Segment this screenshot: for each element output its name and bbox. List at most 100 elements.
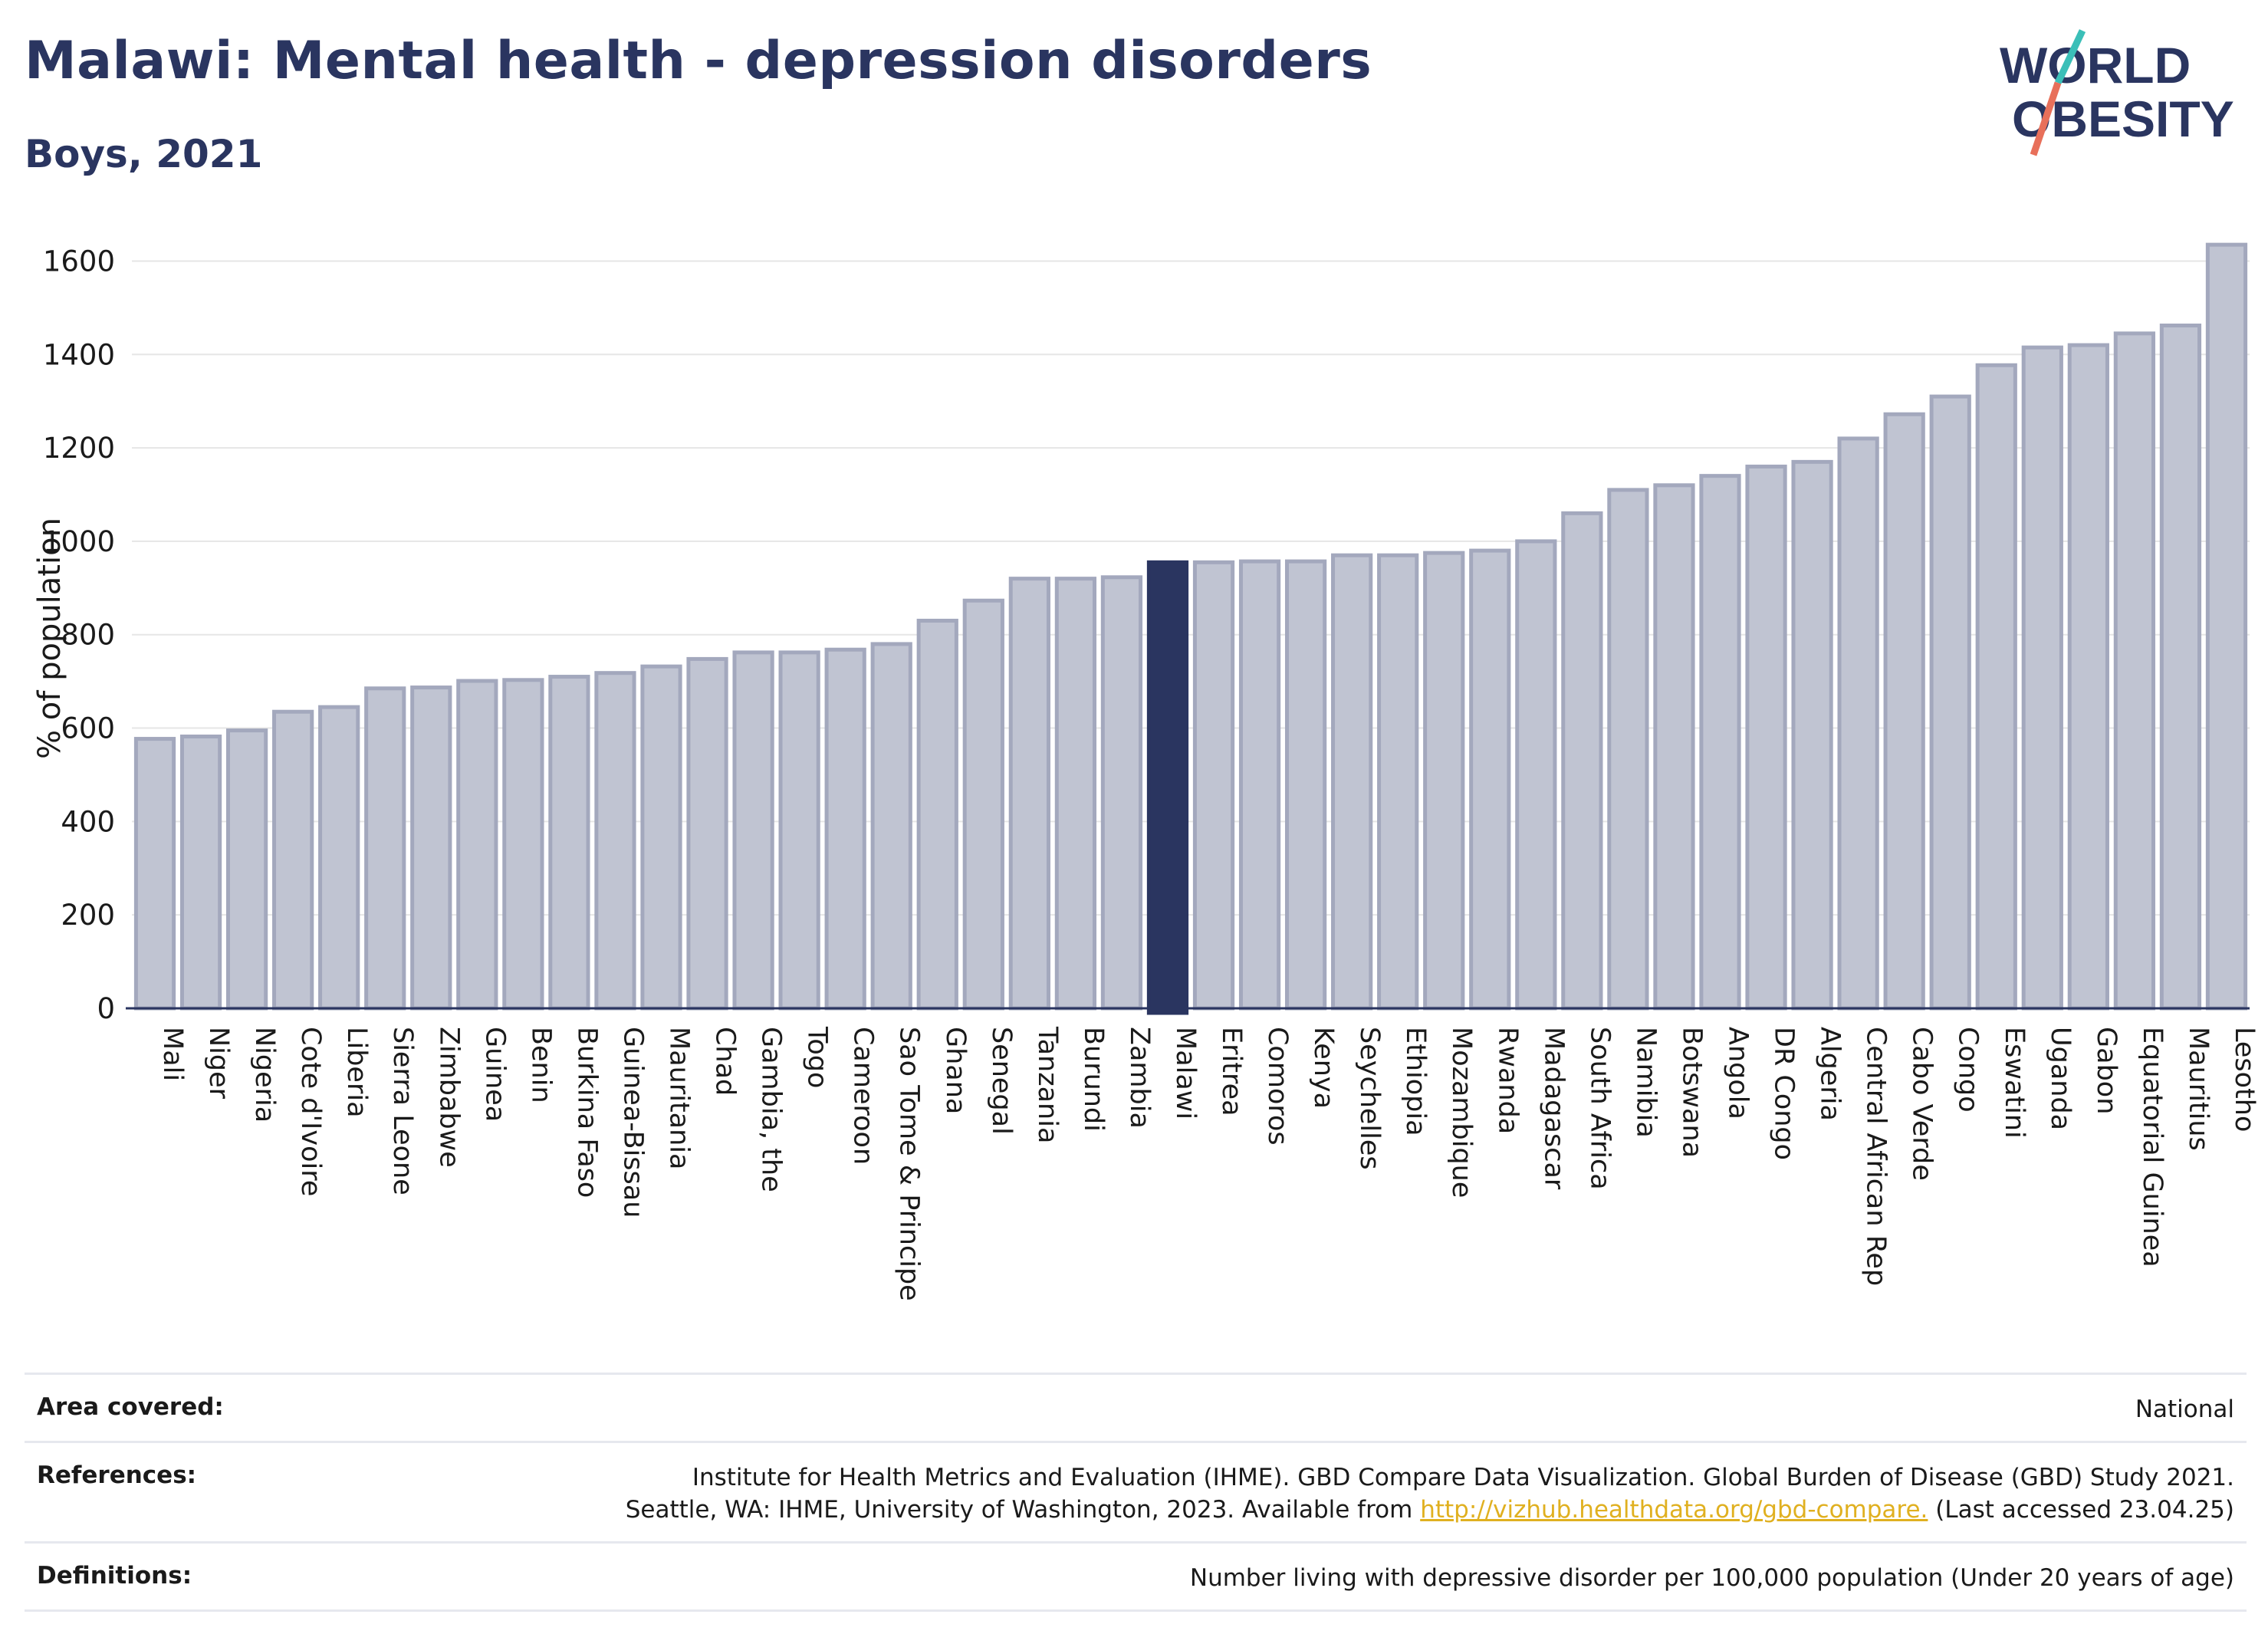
x-tick-label: Rwanda: [1492, 1027, 1523, 1134]
y-tick-label: 1600: [43, 245, 115, 278]
area-covered-value: National: [2135, 1396, 2234, 1423]
bar-guinea-bissau: [594, 671, 636, 1011]
x-tick-label: Algeria: [1815, 1027, 1846, 1121]
bar-mauritania: [640, 664, 682, 1011]
bar-senegal: [962, 598, 1004, 1011]
bar-dr-congo: [1745, 464, 1787, 1011]
bar-seychelles: [1331, 553, 1373, 1011]
x-tick-label: Togo: [802, 1026, 833, 1088]
x-tick-label: Madagascar: [1538, 1027, 1569, 1190]
world-obesity-logo: WORLD OBESITY: [2000, 29, 2234, 156]
references-value: Institute for Health Metrics and Evaluat…: [626, 1461, 2234, 1526]
x-tick-label: Namibia: [1630, 1027, 1661, 1138]
bar-ghana: [916, 618, 958, 1011]
bar-lesotho: [2205, 242, 2248, 1011]
x-tick-label: Burkina Faso: [571, 1027, 602, 1198]
bar-sierra-leone: [364, 686, 406, 1011]
bar-congo: [1929, 394, 1971, 1011]
page-subtitle: Boys, 2021: [25, 132, 263, 176]
bar-niger: [179, 735, 222, 1011]
bar-chart: 0 200 400 600 800 1000 1200 1400 1600 Mali Niger N…: [32, 242, 2260, 1301]
bar-mauritius: [2159, 324, 2202, 1011]
y-tick-label: 600: [61, 712, 115, 745]
x-tick-label: Gabon: [2091, 1027, 2122, 1114]
bar-rwanda: [1469, 548, 1511, 1011]
x-tick-label: Guinea-Bissau: [617, 1027, 648, 1218]
x-tick-label: Uganda: [2045, 1027, 2076, 1130]
x-tick-label: Mauritius: [2183, 1027, 2214, 1151]
y-axis-label: % of population: [32, 518, 67, 759]
x-tick-label: Malawi: [1170, 1027, 1201, 1119]
references-line-1: Institute for Health Metrics and Evaluat…: [692, 1464, 2234, 1491]
bar-uganda: [2021, 345, 2063, 1011]
x-tick-label: South Africa: [1584, 1027, 1615, 1190]
x-tick-label: Congo: [1953, 1027, 1984, 1113]
bar-algeria: [1791, 459, 1833, 1011]
page-title: Malawi: Mental health - depression disor…: [25, 31, 1372, 91]
bar-eritrea: [1192, 560, 1235, 1011]
bar-eswatini: [1975, 363, 2017, 1011]
x-tick-label: Comoros: [1262, 1027, 1293, 1146]
area-covered-row: Area covered: National: [25, 1373, 2247, 1441]
x-tick-label: Chad: [710, 1027, 741, 1096]
x-tick-label: Nigeria: [249, 1027, 280, 1123]
x-tick-label: DR Congo: [1769, 1027, 1800, 1160]
bar-sao-tome-principe: [870, 642, 912, 1011]
y-axis-ticks: 0 200 400 600 800 1000 1200 1400 1600: [43, 245, 115, 1025]
bar-namibia: [1607, 488, 1649, 1011]
x-tick-label: Niger: [203, 1027, 234, 1100]
references-line-2-pre: Seattle, WA: IHME, University of Washing…: [625, 1496, 1421, 1524]
bar-zimbabwe: [410, 685, 452, 1011]
x-tick-label: Sierra Leone: [387, 1027, 418, 1195]
bar-madagascar: [1515, 539, 1557, 1011]
logo-word-world: WORLD: [2000, 37, 2191, 94]
x-tick-label: Sao Tome & Principe: [894, 1027, 925, 1301]
references-row: References: Institute for Health Metrics…: [25, 1441, 2247, 1541]
x-tick-label: Seychelles: [1354, 1027, 1385, 1170]
x-tick-label: Burundi: [1078, 1027, 1109, 1132]
bar-mozambique: [1423, 551, 1465, 1011]
x-tick-label: Liberia: [341, 1027, 372, 1118]
y-tick-label: 1200: [43, 432, 115, 465]
y-tick-label: 400: [61, 805, 115, 838]
bars: [133, 242, 2248, 1015]
x-tick-label: Mauritania: [664, 1027, 695, 1169]
area-covered-label: Area covered:: [37, 1393, 224, 1421]
bar-cabo-verde: [1883, 412, 1925, 1011]
x-tick-label: Mozambique: [1446, 1027, 1477, 1198]
x-tick-label: Cote d'Ivoire: [295, 1027, 326, 1196]
x-tick-label: Tanzania: [1032, 1026, 1063, 1143]
bar-burundi: [1054, 577, 1097, 1011]
bar-central-african-rep: [1837, 436, 1879, 1011]
x-tick-label: Angola: [1723, 1027, 1754, 1119]
x-tick-label: Cabo Verde: [1907, 1027, 1938, 1181]
definitions-row: Definitions: Number living with depressi…: [25, 1541, 2247, 1612]
x-tick-label: Central African Rep: [1861, 1027, 1892, 1286]
bar-cameroon: [824, 647, 866, 1011]
bar-gabon: [2067, 343, 2109, 1011]
references-label: References:: [37, 1461, 197, 1489]
bar-burkina-faso: [548, 675, 590, 1011]
bar-equatorial-guinea: [2113, 331, 2156, 1011]
bar-nigeria: [225, 728, 268, 1011]
x-tick-label: Eswatini: [1999, 1027, 2030, 1139]
logo-slash-teal: [2054, 29, 2086, 84]
references-line-2-post: (Last accessed 23.04.25): [1928, 1496, 2234, 1524]
definitions-value: Number living with depressive disorder p…: [1189, 1564, 2234, 1592]
y-tick-label: 1400: [43, 338, 115, 371]
y-tick-label: 200: [61, 899, 115, 932]
x-tick-label: Botswana: [1676, 1027, 1707, 1158]
references-link[interactable]: http://vizhub.healthdata.org/gbd-compare…: [1420, 1496, 1928, 1524]
bar-chad: [686, 656, 728, 1011]
info-footer: Area covered: National References: Insti…: [25, 1373, 2247, 1612]
x-tick-label: Gambia, the: [756, 1027, 787, 1192]
x-tick-label: Benin: [525, 1027, 556, 1103]
bar-cote-d-ivoire: [272, 709, 314, 1011]
bar-south-africa: [1561, 511, 1603, 1011]
bar-botswana: [1653, 483, 1695, 1011]
bar-zambia: [1100, 575, 1143, 1011]
bar-tanzania: [1008, 577, 1050, 1011]
bar-comoros: [1238, 559, 1281, 1011]
x-tick-label: Zimbabwe: [433, 1027, 464, 1168]
bar-ethiopia: [1377, 553, 1419, 1011]
